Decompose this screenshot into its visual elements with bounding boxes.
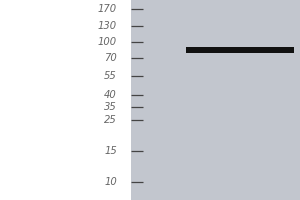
Text: 100: 100 <box>98 37 117 47</box>
Bar <box>130 0 300 200</box>
Text: 55: 55 <box>104 71 117 81</box>
Text: 70: 70 <box>104 53 117 63</box>
Text: 25: 25 <box>104 115 117 125</box>
Text: 15: 15 <box>104 146 117 156</box>
Text: 35: 35 <box>104 102 117 112</box>
Text: 170: 170 <box>98 4 117 14</box>
Text: 40: 40 <box>104 90 117 100</box>
Bar <box>186 47 294 53</box>
Text: 10: 10 <box>104 177 117 187</box>
Text: 130: 130 <box>98 21 117 31</box>
